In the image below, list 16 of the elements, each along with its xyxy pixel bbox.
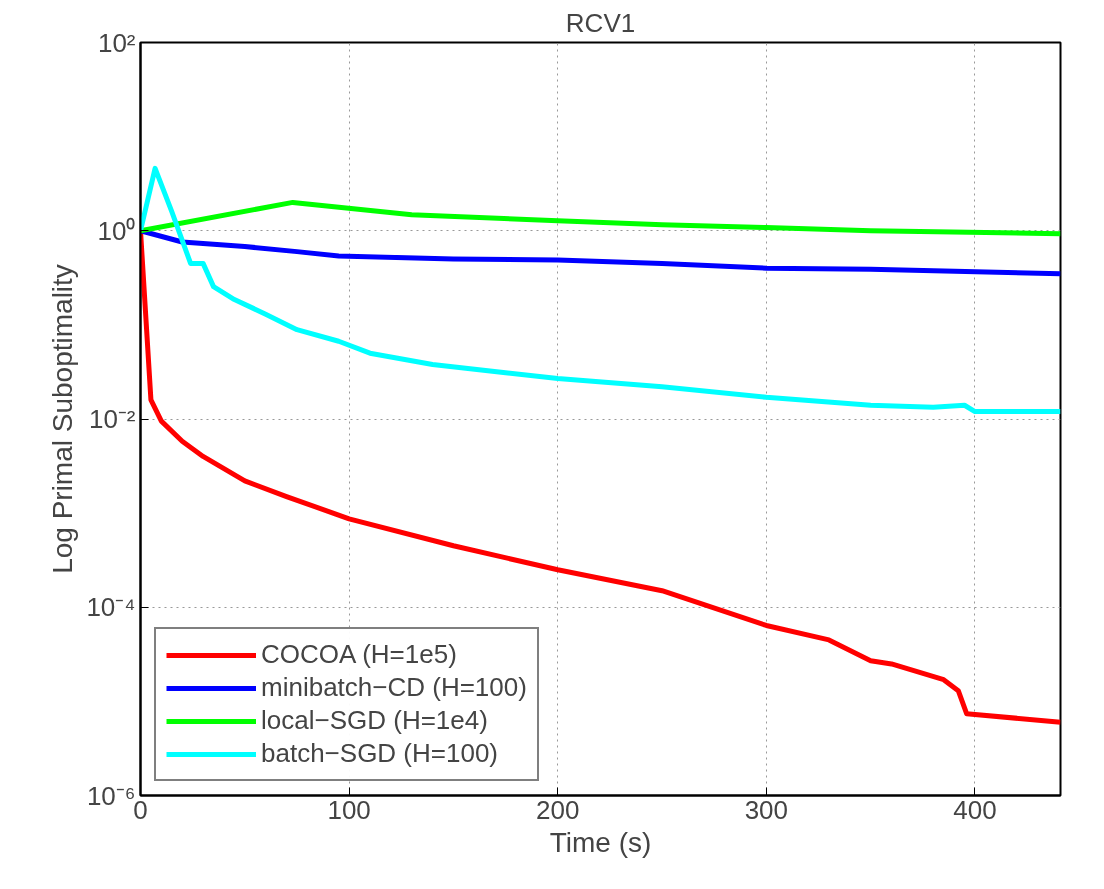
x-tick-label: 400 <box>953 794 997 825</box>
y-tick-label: 10⁻⁴ <box>86 592 136 623</box>
legend-label: local−SGD (H=1e4) <box>261 705 488 736</box>
x-tick-label: 100 <box>327 794 371 825</box>
y-tick-label: 10² <box>97 27 136 58</box>
y-tick-label: 10⁰ <box>97 215 136 246</box>
legend-label: batch−SGD (H=100) <box>261 738 499 769</box>
y-axis-title: Log Primal Suboptimality <box>47 264 79 574</box>
x-axis-title: Time (s) <box>549 826 652 858</box>
chart-title: RCV1 <box>565 7 636 38</box>
legend-label: minibatch−CD (H=100) <box>261 672 527 703</box>
y-tick-label: 10⁻² <box>88 404 136 434</box>
x-tick-label: 300 <box>744 794 789 825</box>
x-tick-label: 0 <box>133 794 148 825</box>
legend-label: COCOA (H=1e5) <box>261 639 457 670</box>
x-tick-label: 200 <box>536 794 580 825</box>
